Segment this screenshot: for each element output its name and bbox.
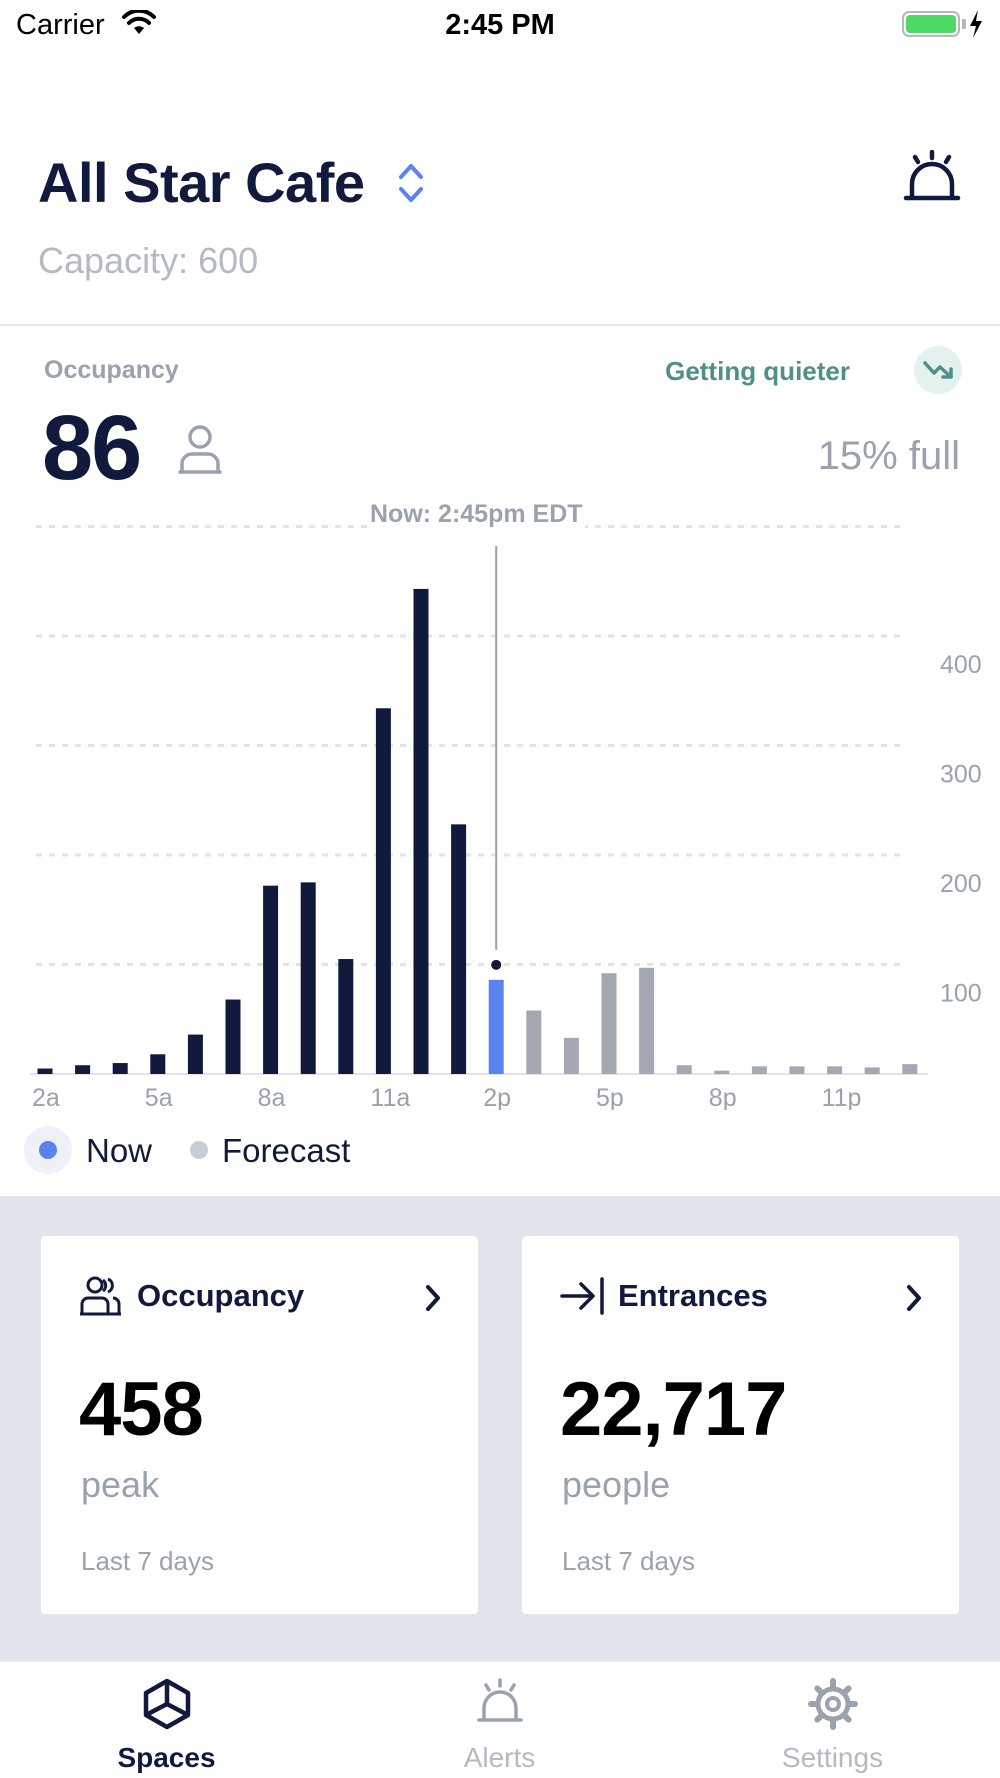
card-title: Occupancy (137, 1278, 305, 1313)
bar (37, 1068, 53, 1074)
card-unit: peak (81, 1464, 160, 1505)
bar (375, 708, 391, 1074)
bar-forecast (563, 1037, 579, 1074)
legend-forecast-dot (190, 1141, 208, 1159)
person-icon (178, 425, 222, 474)
card-period: Last 7 days (562, 1546, 695, 1576)
bar-forecast (902, 1064, 918, 1074)
percent-full: 15% full (817, 434, 960, 478)
x-tick-label: 8p (709, 1084, 737, 1110)
chevron-right-icon[interactable] (905, 1284, 923, 1312)
bar (263, 885, 279, 1074)
alarm-icon[interactable] (902, 150, 962, 210)
people-icon (80, 1276, 121, 1316)
bar (187, 1034, 203, 1074)
bar (75, 1065, 91, 1074)
tab-label: Alerts (463, 1742, 536, 1773)
tab-settings[interactable]: Settings (666, 1662, 999, 1778)
bar-forecast (827, 1066, 843, 1074)
card-value: 22,717 (560, 1367, 787, 1452)
bar-forecast (639, 967, 655, 1074)
bar (112, 1063, 128, 1074)
y-tick-label: 200 (940, 870, 982, 898)
x-tick-label: 11a (370, 1084, 410, 1110)
status-bar: Carrier 2:45 PM (0, 0, 1000, 50)
space-title[interactable]: All Star Cafe (38, 151, 365, 214)
bar (413, 588, 429, 1074)
summary-cards: Occupancy 458 peak Last 7 days Entrances… (0, 1196, 1000, 1660)
bar-forecast (526, 1010, 542, 1074)
entrance-icon (560, 1277, 604, 1315)
card-title: Entrances (618, 1278, 768, 1313)
bar-forecast (676, 1065, 692, 1074)
legend-forecast-label: Forecast (222, 1132, 351, 1169)
carrier-label: Carrier (16, 9, 105, 41)
entrances-card[interactable]: Entrances 22,717 people Last 7 days (522, 1236, 959, 1614)
bar-forecast (864, 1067, 880, 1074)
tab-label: Settings (781, 1742, 884, 1773)
x-tick-label: 8a (258, 1084, 286, 1110)
occupancy-card[interactable]: Occupancy 458 peak Last 7 days (41, 1236, 478, 1614)
y-tick-label: 400 (940, 651, 982, 679)
chevron-right-icon[interactable] (424, 1284, 442, 1312)
tab-spaces[interactable]: Spaces (0, 1662, 333, 1778)
trend-label: Getting quieter (665, 356, 850, 386)
y-tick-label: 100 (940, 980, 982, 1008)
wifi-icon (122, 10, 156, 34)
chart-svg: 100 200 300 400 2a 5a 8a 11a 2p 5p 8p 11p (30, 525, 982, 1110)
space-selector-icon[interactable] (398, 162, 424, 204)
x-tick-label: 11p (822, 1084, 862, 1110)
card-unit: people (562, 1464, 671, 1505)
occupancy-value: 86 (42, 397, 142, 499)
gear-icon (808, 1678, 858, 1730)
card-period: Last 7 days (81, 1546, 214, 1576)
tab-label: Spaces (117, 1742, 216, 1773)
legend-now-label: Now (86, 1132, 153, 1169)
bar (300, 882, 316, 1074)
x-tick-label: 5a (145, 1084, 173, 1110)
y-tick-label: 300 (940, 761, 982, 789)
cube-icon (143, 1678, 191, 1730)
capacity-label: Capacity: 600 (38, 240, 259, 281)
bar-forecast (601, 973, 617, 1074)
tab-alerts[interactable]: Alerts (333, 1662, 666, 1778)
tab-bar: Spaces Alerts Settings (0, 1660, 1000, 1778)
occupancy-label: Occupancy (44, 356, 179, 384)
trend-down-icon (914, 346, 962, 394)
alarm-icon (477, 1678, 523, 1722)
now-marker-label: Now: 2:45pm EDT (368, 500, 585, 529)
status-time: 2:45 PM (445, 9, 555, 41)
battery-icon (902, 11, 960, 37)
bar-forecast (714, 1070, 730, 1074)
bar (225, 999, 241, 1074)
bar (338, 959, 354, 1074)
bar-forecast (789, 1066, 805, 1074)
header-divider (0, 324, 1000, 326)
x-tick-label: 5p (596, 1084, 624, 1110)
battery-cap (962, 19, 966, 29)
bar-now (488, 979, 504, 1074)
x-tick-label: 2a (32, 1084, 60, 1110)
bar-forecast (751, 1066, 767, 1074)
legend-now-dot (24, 1126, 72, 1174)
bar (451, 824, 467, 1074)
charging-icon (970, 10, 982, 38)
now-marker-dot (491, 959, 502, 970)
card-value: 458 (79, 1367, 204, 1452)
x-tick-label: 2p (483, 1084, 511, 1110)
bar (150, 1054, 166, 1074)
occupancy-chart: 100 200 300 400 2a 5a 8a 11a 2p 5p 8p 11p (0, 500, 1000, 1110)
